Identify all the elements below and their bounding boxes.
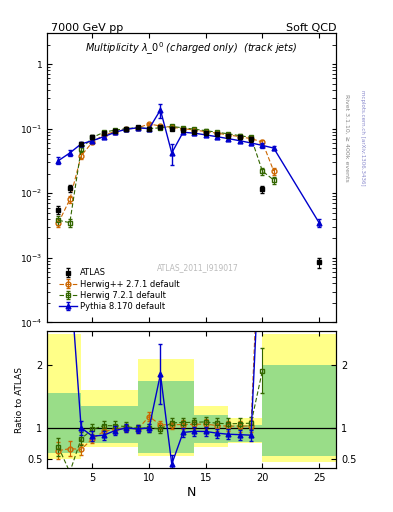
Text: Multiplicity $\lambda\_0^0$ (charged only)  (track jets): Multiplicity $\lambda\_0^0$ (charged onl… <box>85 40 298 57</box>
Text: 7000 GeV pp: 7000 GeV pp <box>51 23 123 33</box>
Y-axis label: Ratio to ATLAS: Ratio to ATLAS <box>15 367 24 433</box>
Text: ATLAS_2011_I919017: ATLAS_2011_I919017 <box>156 263 238 272</box>
Text: Rivet 3.1.10, ≥ 400k events: Rivet 3.1.10, ≥ 400k events <box>344 94 349 182</box>
X-axis label: N: N <box>187 486 196 499</box>
Text: mcplots.cern.ch [arXiv:1306.3436]: mcplots.cern.ch [arXiv:1306.3436] <box>360 91 365 186</box>
Legend: ATLAS, Herwig++ 2.7.1 default, Herwig 7.2.1 default, Pythia 8.170 default: ATLAS, Herwig++ 2.7.1 default, Herwig 7.… <box>57 267 182 312</box>
Text: Soft QCD: Soft QCD <box>286 23 336 33</box>
